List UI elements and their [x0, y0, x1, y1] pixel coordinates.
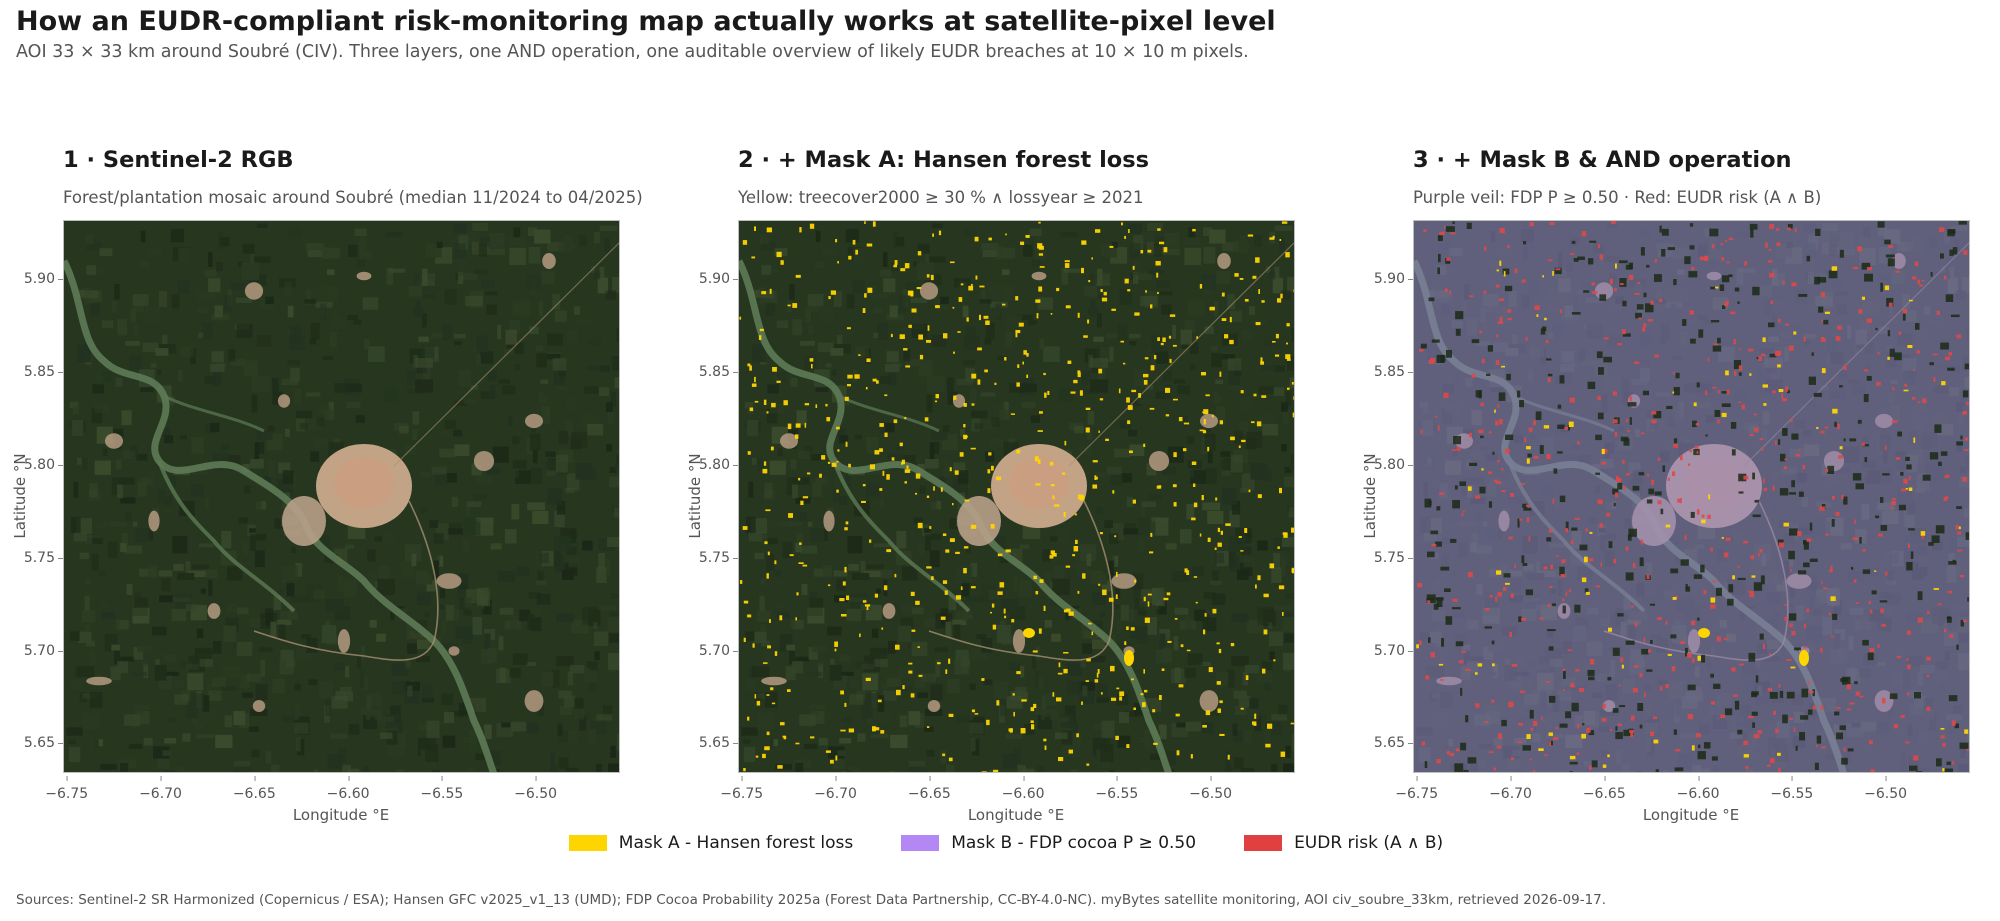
- y-tick-label: 5.75: [0, 550, 63, 566]
- legend-label: EUDR risk (A ∧ B): [1294, 833, 1444, 853]
- x-tick-label: −6.50: [1189, 776, 1233, 802]
- x-tick-label: −6.70: [1489, 776, 1532, 802]
- y-axis-label: Latitude °N: [686, 453, 704, 539]
- x-tick-label: −6.70: [139, 776, 182, 802]
- legend-swatch-purple: [901, 835, 940, 851]
- x-tick-label: −6.55: [1095, 776, 1139, 802]
- map-legend: Mask A - Hansen forest loss Mask B - FDP…: [0, 833, 2000, 853]
- y-tick-label: 5.70: [675, 643, 738, 659]
- y-tick-label: 5.80: [675, 457, 738, 473]
- y-tick-label: 5.70: [1350, 643, 1413, 659]
- x-tick-label: −6.75: [45, 776, 89, 802]
- y-tick-label: 5.85: [675, 364, 738, 380]
- x-tick-label: −6.70: [814, 776, 857, 802]
- legend-item-eudr-risk: EUDR risk (A ∧ B): [1232, 833, 1443, 853]
- panel-title: 2 · + Mask A: Hansen forest loss: [738, 147, 1150, 173]
- sources-footnote: Sources: Sentinel-2 SR Harmonized (Coper…: [16, 892, 1607, 908]
- x-axis-label: Longitude °E: [292, 806, 390, 824]
- y-tick-label: 5.90: [1350, 271, 1413, 287]
- legend-label: Mask B - FDP cocoa P ≥ 0.50: [951, 833, 1197, 853]
- x-tick-label: −6.55: [1770, 776, 1814, 802]
- map-image-mask-a[interactable]: [738, 220, 1295, 773]
- y-tick-label: 5.85: [0, 364, 63, 380]
- panel-mask-a: 2 · + Mask A: Hansen forest loss Yellow:…: [675, 0, 1315, 830]
- legend-item-mask-b: Mask B - FDP cocoa P ≥ 0.50: [889, 833, 1196, 853]
- panel-mask-b-and: 3 · + Mask B & AND operation Purple veil…: [1350, 0, 1990, 830]
- legend-label: Mask A - Hansen forest loss: [618, 833, 854, 853]
- x-tick-label: −6.75: [720, 776, 764, 802]
- legend-swatch-yellow: [568, 835, 607, 851]
- y-tick-label: 5.65: [1350, 735, 1413, 751]
- y-tick-label: 5.65: [0, 735, 63, 751]
- y-tick-label: 5.70: [0, 643, 63, 659]
- y-tick-label: 5.80: [1350, 457, 1413, 473]
- x-tick-label: −6.60: [326, 776, 370, 802]
- y-tick-label: 5.85: [1350, 364, 1413, 380]
- y-tick-label: 5.65: [675, 735, 738, 751]
- page-subtitle: AOI 33 × 33 km around Soubré (CIV). Thre…: [16, 42, 1249, 62]
- x-tick-label: −6.60: [1001, 776, 1045, 802]
- page-title: How an EUDR-compliant risk-monitoring ma…: [16, 6, 1276, 37]
- x-tick-label: −6.65: [1582, 776, 1626, 802]
- legend-swatch-red: [1244, 835, 1283, 851]
- x-tick-label: −6.75: [1395, 776, 1439, 802]
- x-tick-label: −6.65: [907, 776, 951, 802]
- panel-subtitle: Yellow: treecover2000 ≥ 30 % ∧ lossyear …: [738, 188, 1144, 207]
- x-tick-label: −6.50: [1864, 776, 1908, 802]
- y-axis-label: Latitude °N: [11, 453, 29, 539]
- panel-title: 1 · Sentinel-2 RGB: [63, 147, 294, 173]
- legend-item-mask-a: Mask A - Hansen forest loss: [557, 833, 853, 853]
- y-tick-label: 5.75: [675, 550, 738, 566]
- y-tick-label: 5.90: [0, 271, 63, 287]
- x-tick-label: −6.65: [232, 776, 276, 802]
- y-tick-label: 5.80: [0, 457, 63, 473]
- panel-title: 3 · + Mask B & AND operation: [1413, 147, 1792, 173]
- x-axis-label: Longitude °E: [967, 806, 1065, 824]
- y-tick-label: 5.75: [1350, 550, 1413, 566]
- y-tick-label: 5.90: [675, 271, 738, 287]
- map-image-mask-ab[interactable]: [1413, 220, 1970, 773]
- y-axis-label: Latitude °N: [1361, 453, 1379, 539]
- panel-sentinel-rgb: 1 · Sentinel-2 RGB Forest/plantation mos…: [0, 0, 643, 830]
- panel-subtitle: Forest/plantation mosaic around Soubré (…: [63, 188, 643, 207]
- x-tick-label: −6.60: [1676, 776, 1720, 802]
- x-tick-label: −6.50: [514, 776, 558, 802]
- panel-subtitle: Purple veil: FDP P ≥ 0.50 · Red: EUDR ri…: [1413, 188, 1822, 207]
- map-image-rgb[interactable]: [63, 220, 620, 773]
- x-tick-label: −6.55: [420, 776, 464, 802]
- x-axis-label: Longitude °E: [1642, 806, 1740, 824]
